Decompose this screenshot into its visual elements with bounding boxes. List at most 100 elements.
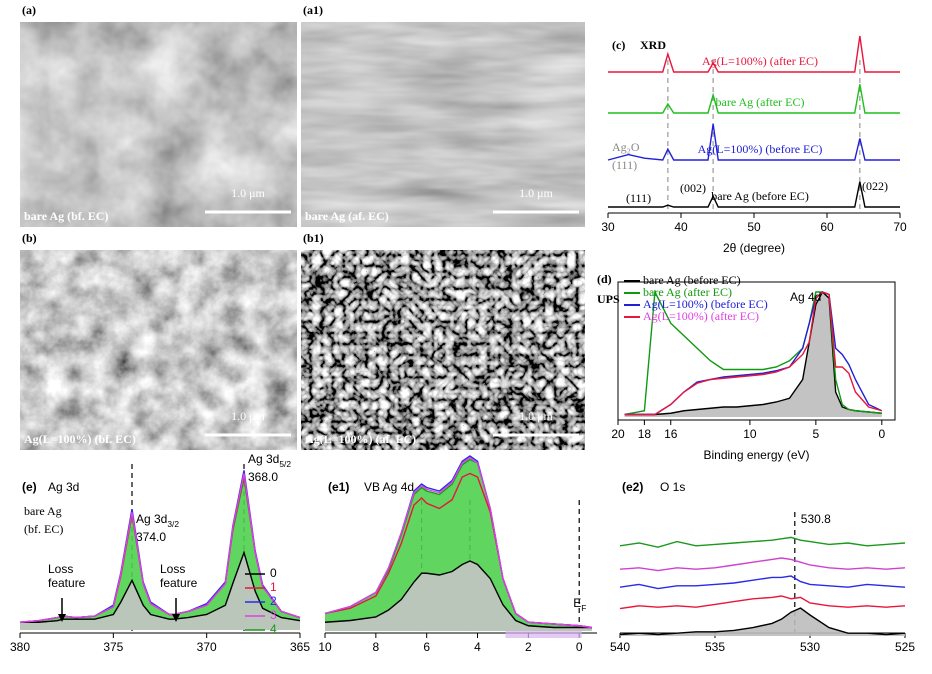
panel-label: (c) <box>612 38 625 52</box>
legend-label: bare Ag (before EC) <box>643 273 741 287</box>
legend-label: bare Ag (after EC) <box>643 285 732 299</box>
scale-label: 1.0 μm <box>231 186 265 200</box>
panel-label: (b) <box>22 231 37 245</box>
panel-title: Ag 3d <box>48 480 79 494</box>
peak-name: Ag 3d3/2 <box>136 512 179 529</box>
legend-label: 3 <box>270 608 277 622</box>
series-line <box>624 290 882 416</box>
legend-label: 1 <box>270 580 277 594</box>
series-line <box>608 84 900 114</box>
peak-value: 530.8 <box>801 512 831 526</box>
annotation: Ag 4d <box>790 290 821 304</box>
scale-label: 1.0 μm <box>519 409 553 423</box>
panel-title: XRD <box>640 38 666 52</box>
series-line <box>608 35 900 73</box>
series-line <box>624 289 882 416</box>
series-line <box>624 291 883 416</box>
legend-label: 4 <box>270 622 277 636</box>
x-axis-label: 2θ (degree) <box>723 241 785 255</box>
x-tick-label: 60 <box>820 220 834 234</box>
fermi-label-part: F <box>581 603 586 613</box>
panel: 10 8 6 4 2 0 (e1) VB Ag 4d EF <box>318 455 597 654</box>
panel-label: (b1) <box>303 231 324 245</box>
series-line <box>619 607 906 636</box>
legend-label: 2 <box>270 594 277 608</box>
annotation: Ag₂O <box>612 140 640 154</box>
fermi-label-part: E <box>573 596 581 610</box>
legend-label: 0 <box>270 566 277 580</box>
annotation-line: feature <box>48 576 86 590</box>
peak-name-part: Ag 3d <box>248 452 279 466</box>
series-label: Ag(L=100%) (before EC) <box>698 142 823 156</box>
series-area <box>620 608 905 636</box>
series-line <box>324 456 593 629</box>
series-line <box>607 123 900 161</box>
series-line <box>20 550 301 623</box>
x-tick-label: 0 <box>878 427 885 441</box>
series-line <box>608 181 900 208</box>
x-tick-label: 380 <box>10 640 30 654</box>
peak-name: Ag 3d5/2 <box>248 452 291 469</box>
annotation: (111) <box>626 191 651 205</box>
panel-label: (e2) <box>622 480 643 494</box>
x-tick-label: 540 <box>610 640 630 654</box>
x-tick-label: 10 <box>318 640 332 654</box>
arrow-head <box>172 614 180 622</box>
sem-image <box>20 250 297 450</box>
fermi-label: EF <box>573 596 586 613</box>
x-tick-label: 10 <box>743 427 757 441</box>
annotation: bare Ag <box>24 504 62 518</box>
sem-images: (a) bare Ag (bf. EC) 1.0 μm (a1) bare Ag (af… <box>20 3 585 450</box>
annotation: (bf. EC) <box>24 522 63 536</box>
x-tick-label: 30 <box>601 220 615 234</box>
annotation: (002) <box>680 181 706 195</box>
legend-label: Ag(L=100%) (after EC) <box>643 309 759 323</box>
image-caption: bare Ag (af. EC) <box>305 209 389 223</box>
image-caption: bare Ag (bf. EC) <box>24 209 108 223</box>
x-tick-label: 375 <box>103 640 123 654</box>
x-tick-label: 365 <box>290 640 310 654</box>
series-line <box>19 473 301 623</box>
series-area <box>20 552 300 630</box>
series-area <box>624 292 882 417</box>
x-tick-label: 18 <box>638 427 652 441</box>
annotation: (022) <box>862 179 888 193</box>
x-tick-label: 370 <box>197 640 217 654</box>
series-line <box>324 560 592 629</box>
peak-name-part: 5/2 <box>279 459 291 469</box>
scale-label: 1.0 μm <box>519 186 553 200</box>
axis-frame <box>617 281 896 421</box>
x-tick-label: 6 <box>423 640 430 654</box>
sem-image <box>20 22 297 227</box>
x-tick-label: 5 <box>813 427 820 441</box>
sem-image <box>301 22 585 227</box>
series-line <box>619 595 906 610</box>
panel-title: UPS <box>597 292 620 306</box>
x-tick-label: 4 <box>474 640 481 654</box>
x-tick-label: 0 <box>576 640 583 654</box>
panel-label: (e1) <box>328 480 349 494</box>
annotation-line: Loss <box>48 562 73 576</box>
x-tick-label: 535 <box>705 640 725 654</box>
series-line <box>619 575 906 590</box>
x-tick-label: 2 <box>525 640 532 654</box>
series-area <box>325 459 592 631</box>
panel: 20 18 16 10 5 0 Binding energy (eV) bare Ag (be… <box>597 272 896 462</box>
x-tick-label: 525 <box>895 640 915 654</box>
annotation-line: Loss <box>160 562 185 576</box>
peak-name-part: 3/2 <box>167 519 179 529</box>
series-line <box>619 536 906 548</box>
annotation: Loss feature <box>48 562 86 590</box>
x-tick-label: 8 <box>372 640 379 654</box>
sem-image <box>301 250 585 450</box>
arrow-head <box>58 614 66 622</box>
series-line <box>619 557 906 572</box>
x-tick-label: 20 <box>611 427 625 441</box>
image-caption: Ag(L=100%) (bf. EC) <box>24 432 136 446</box>
series-label: Ag(L=100%) (after EC) <box>702 54 818 68</box>
peak-value: 368.0 <box>248 470 278 484</box>
annotation: Loss feature <box>160 562 198 590</box>
panel-label: (a1) <box>303 3 323 17</box>
